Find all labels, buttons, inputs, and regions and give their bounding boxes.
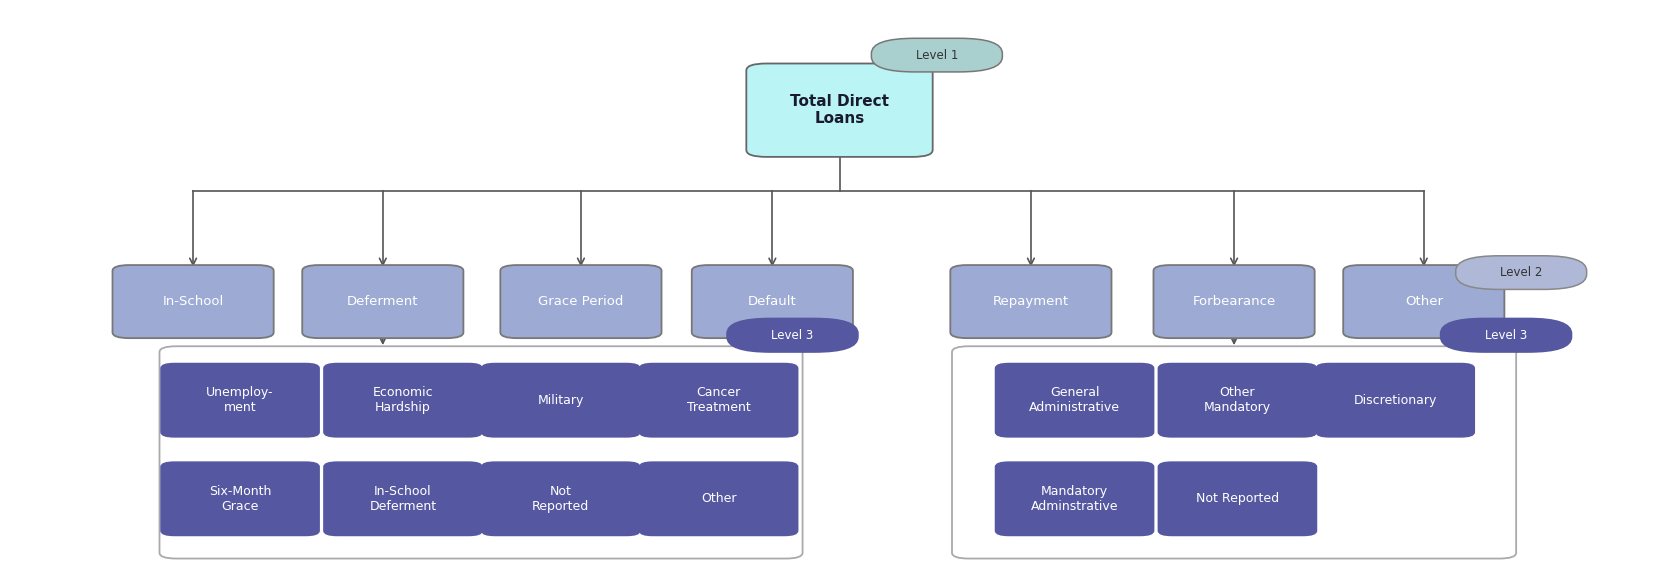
FancyBboxPatch shape: [324, 462, 482, 535]
Text: Mandatory
Adminstrative: Mandatory Adminstrative: [1031, 485, 1118, 513]
FancyBboxPatch shape: [482, 462, 640, 535]
FancyBboxPatch shape: [1153, 265, 1315, 338]
FancyBboxPatch shape: [161, 462, 319, 535]
Text: Forbearance: Forbearance: [1192, 295, 1276, 308]
Text: Level 3: Level 3: [771, 329, 814, 342]
FancyBboxPatch shape: [640, 462, 798, 535]
Text: General
Administrative: General Administrative: [1029, 386, 1120, 414]
FancyBboxPatch shape: [871, 38, 1002, 72]
FancyBboxPatch shape: [640, 364, 798, 437]
Text: Economic
Hardship: Economic Hardship: [373, 386, 433, 414]
Text: Repayment: Repayment: [992, 295, 1070, 308]
FancyBboxPatch shape: [160, 346, 803, 559]
Text: Default: Default: [747, 295, 798, 308]
FancyBboxPatch shape: [161, 364, 319, 437]
Text: Other: Other: [1405, 295, 1442, 308]
Text: Other: Other: [700, 492, 737, 505]
FancyBboxPatch shape: [1343, 265, 1504, 338]
FancyBboxPatch shape: [692, 265, 853, 338]
FancyBboxPatch shape: [1456, 256, 1587, 289]
Text: Other
Mandatory: Other Mandatory: [1204, 386, 1271, 414]
FancyBboxPatch shape: [324, 364, 482, 437]
FancyBboxPatch shape: [996, 364, 1153, 437]
FancyBboxPatch shape: [747, 64, 934, 157]
Text: Total Direct
Loans: Total Direct Loans: [791, 94, 888, 126]
FancyBboxPatch shape: [950, 265, 1111, 338]
FancyBboxPatch shape: [500, 265, 662, 338]
FancyBboxPatch shape: [996, 462, 1153, 535]
Text: Not
Reported: Not Reported: [532, 485, 589, 513]
Text: Not Reported: Not Reported: [1195, 492, 1279, 505]
Text: Discretionary: Discretionary: [1353, 394, 1437, 407]
Text: Unemploy-
ment: Unemploy- ment: [207, 386, 274, 414]
FancyBboxPatch shape: [952, 346, 1516, 559]
Text: In-School
Deferment: In-School Deferment: [369, 485, 437, 513]
FancyBboxPatch shape: [1316, 364, 1474, 437]
Text: Cancer
Treatment: Cancer Treatment: [687, 386, 751, 414]
FancyBboxPatch shape: [1441, 318, 1572, 352]
FancyBboxPatch shape: [1159, 462, 1316, 535]
Text: Grace Period: Grace Period: [539, 295, 623, 308]
Text: Military: Military: [537, 394, 584, 407]
FancyBboxPatch shape: [727, 318, 858, 352]
Text: Level 2: Level 2: [1499, 266, 1543, 279]
Text: Six-Month
Grace: Six-Month Grace: [208, 485, 272, 513]
Text: Level 3: Level 3: [1484, 329, 1528, 342]
FancyBboxPatch shape: [112, 265, 274, 338]
Text: Deferment: Deferment: [348, 295, 418, 308]
FancyBboxPatch shape: [482, 364, 640, 437]
Text: In-School: In-School: [163, 295, 223, 308]
FancyBboxPatch shape: [302, 265, 463, 338]
Text: Level 1: Level 1: [915, 49, 959, 61]
FancyBboxPatch shape: [1159, 364, 1316, 437]
